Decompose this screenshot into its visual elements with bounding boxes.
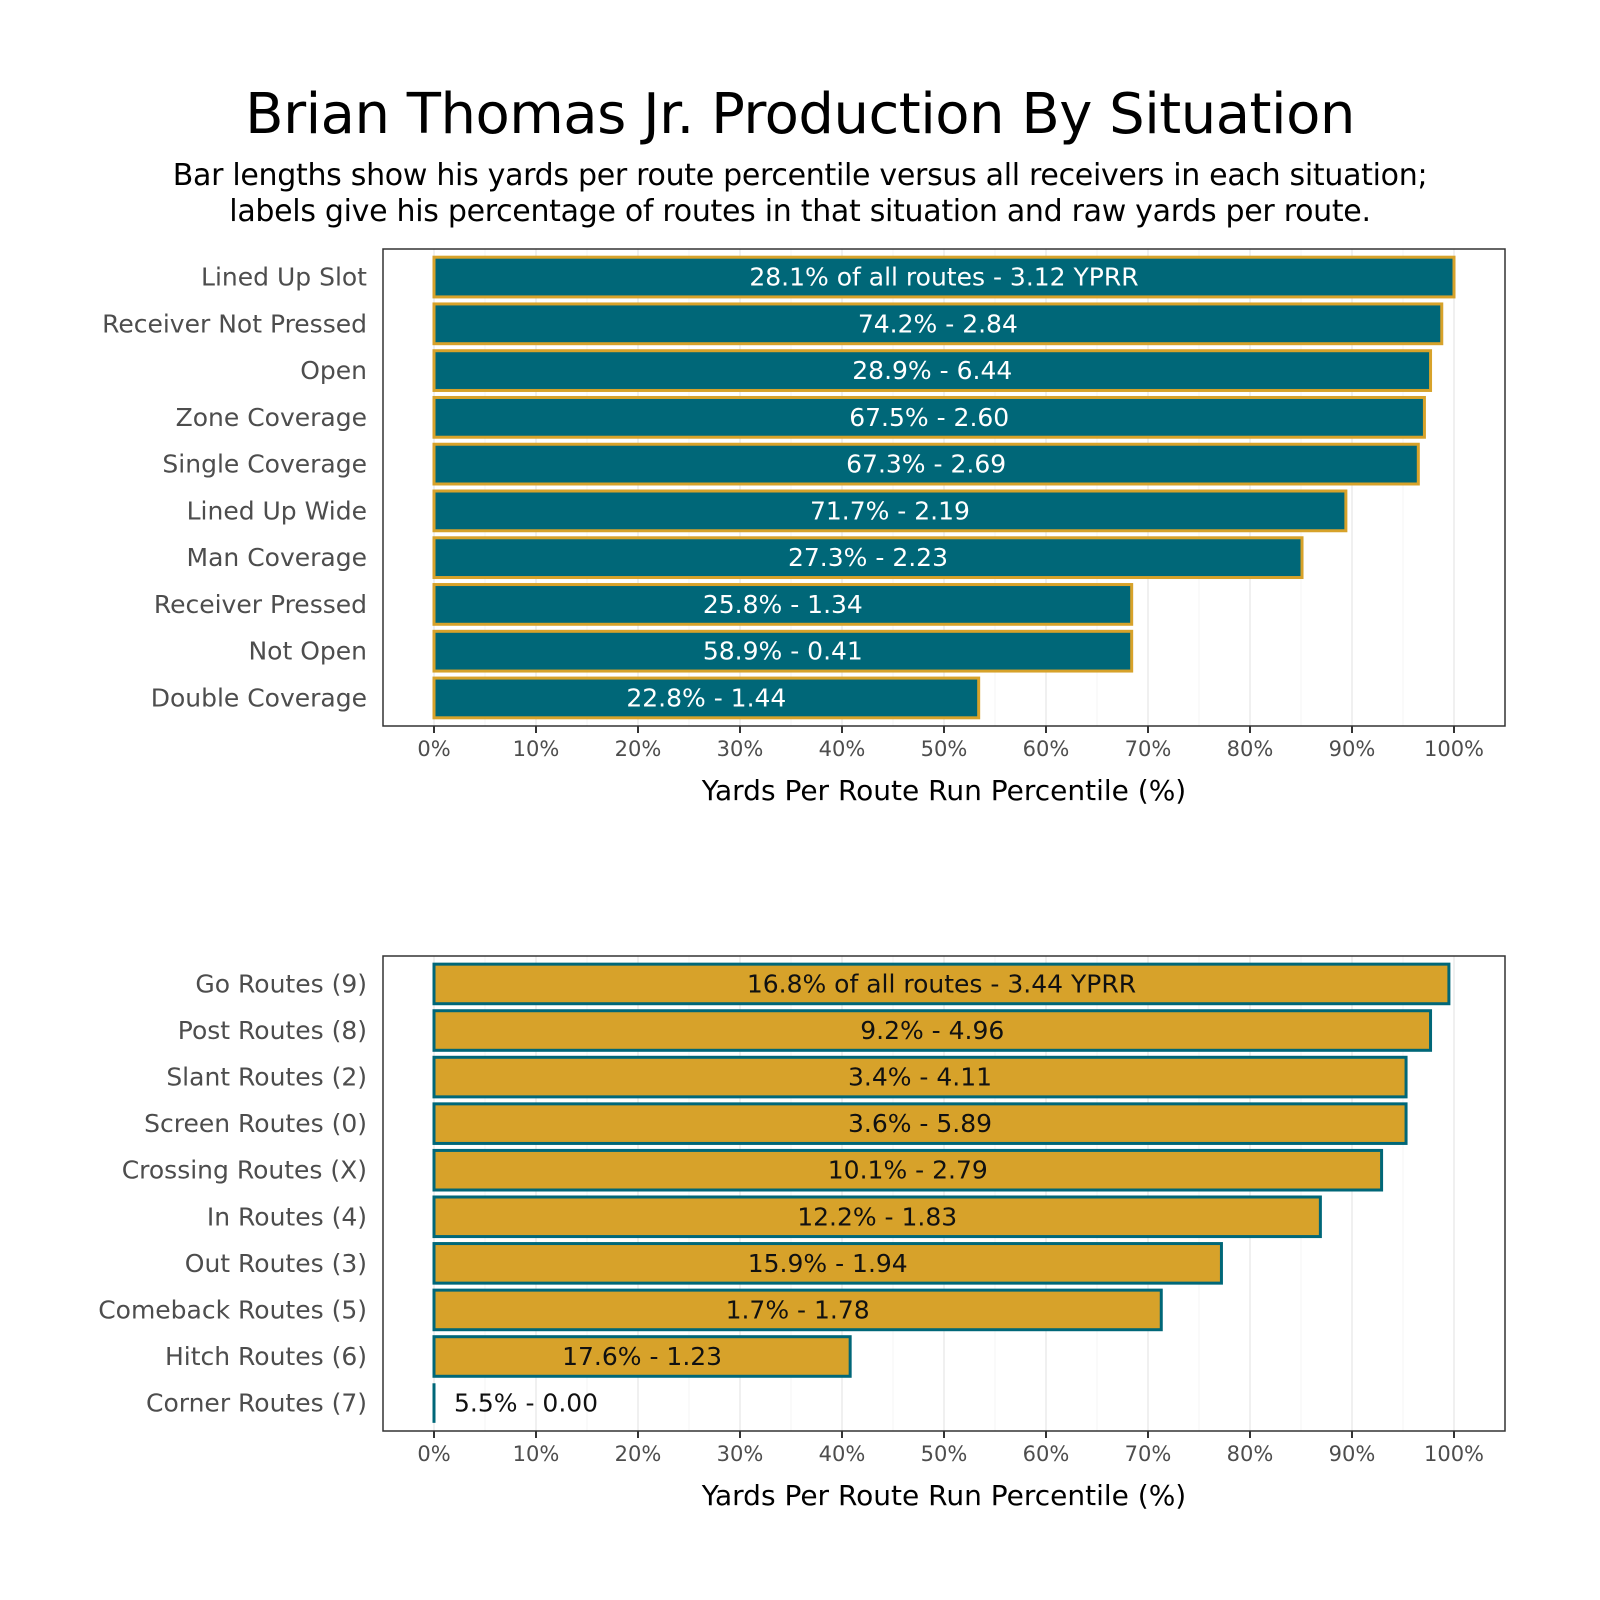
x-tick-label: 90% xyxy=(1329,737,1376,761)
bar xyxy=(432,349,1433,392)
y-axis-label: In Routes (4) xyxy=(207,1202,367,1231)
x-tick-label: 0% xyxy=(417,1442,450,1466)
bar xyxy=(432,1055,1408,1099)
y-axis-label: Screen Routes (0) xyxy=(144,1109,367,1138)
x-tick-label: 20% xyxy=(615,1442,662,1466)
y-axis-label: Receiver Not Pressed xyxy=(102,309,367,338)
bar-label: 28.1% of all routes - 3.12 YPRR xyxy=(749,263,1138,292)
y-axis-label: Crossing Routes (X) xyxy=(122,1156,367,1185)
x-tick-label: 30% xyxy=(717,1442,764,1466)
x-tick-label: 10% xyxy=(513,1442,560,1466)
bar xyxy=(432,676,981,720)
bar xyxy=(432,1195,1322,1239)
x-tick-label: 90% xyxy=(1329,1442,1376,1466)
bar xyxy=(432,302,1444,346)
y-axis-label: Corner Routes (7) xyxy=(146,1389,367,1418)
bar-label: 10.1% - 2.79 xyxy=(828,1156,988,1185)
x-axis-title: Yards Per Route Run Percentile (%) xyxy=(701,1479,1186,1512)
x-tick-label: 80% xyxy=(1227,1442,1274,1466)
x-tick-label: 0% xyxy=(417,737,450,761)
bar-label: 12.2% - 1.83 xyxy=(797,1202,957,1231)
x-tick-label: 50% xyxy=(921,1442,968,1466)
bar-label: 67.3% - 2.69 xyxy=(846,450,1006,479)
bar xyxy=(432,1242,1223,1285)
bar xyxy=(432,583,1134,626)
bar-label: 71.7% - 2.19 xyxy=(810,496,970,525)
x-tick-label: 100% xyxy=(1424,737,1484,761)
bar-label: 3.6% - 5.89 xyxy=(848,1109,992,1138)
bar-label: 3.4% - 4.11 xyxy=(848,1063,992,1092)
bar xyxy=(432,1009,1433,1052)
bar-label: 15.9% - 1.94 xyxy=(748,1249,908,1278)
x-tick-label: 50% xyxy=(921,737,968,761)
y-axis-label: Slant Routes (2) xyxy=(166,1063,367,1092)
bar-label: 16.8% of all routes - 3.44 YPRR xyxy=(747,969,1136,998)
bar xyxy=(432,255,1456,299)
bar-label: 28.9% - 6.44 xyxy=(852,356,1012,385)
x-tick-label: 10% xyxy=(513,737,560,761)
bar-label: 5.5% - 0.00 xyxy=(454,1389,598,1418)
bar-label: 17.6% - 1.23 xyxy=(562,1342,722,1371)
bar xyxy=(432,536,1304,580)
bar xyxy=(432,442,1420,486)
bar-label: 1.7% - 1.78 xyxy=(726,1295,870,1324)
bar-label: 74.2% - 2.84 xyxy=(858,309,1018,338)
chart-subtitle-line-2: labels give his percentage of routes in … xyxy=(229,194,1371,229)
y-axis-label: Lined Up Wide xyxy=(187,496,367,525)
bar xyxy=(432,962,1451,1006)
y-axis-label: Out Routes (3) xyxy=(185,1249,367,1278)
y-axis-label: Receiver Pressed xyxy=(154,590,367,619)
y-axis-label: Post Routes (8) xyxy=(178,1016,367,1045)
x-axis-title: Yards Per Route Run Percentile (%) xyxy=(701,774,1186,807)
x-tick-label: 70% xyxy=(1125,1442,1172,1466)
y-axis-label: Man Coverage xyxy=(187,543,367,572)
situation-chart-panel: Lined Up Slot 28.1% of all routes - 3.12 … xyxy=(102,248,1506,807)
x-tick-label: 40% xyxy=(819,1442,866,1466)
x-tick-label: 60% xyxy=(1023,737,1070,761)
bar xyxy=(432,1288,1163,1332)
y-axis-label: Lined Up Slot xyxy=(201,263,367,292)
bar xyxy=(432,395,1426,439)
bar xyxy=(432,1148,1384,1192)
bar xyxy=(432,1335,852,1378)
y-axis-label: Go Routes (9) xyxy=(195,969,367,998)
bar-label: 9.2% - 4.96 xyxy=(860,1016,1004,1045)
chart-subtitle-line-1: Bar lengths show his yards per route per… xyxy=(172,158,1428,193)
x-tick-label: 60% xyxy=(1023,1442,1070,1466)
bar xyxy=(432,629,1134,673)
chart-title: Brian Thomas Jr. Production By Situation xyxy=(245,82,1355,147)
x-tick-label: 100% xyxy=(1424,1442,1484,1466)
y-axis-label: Double Coverage xyxy=(151,683,367,712)
x-tick-label: 80% xyxy=(1227,737,1274,761)
x-tick-label: 40% xyxy=(819,737,866,761)
bar xyxy=(432,489,1348,533)
bar-label: 67.5% - 2.60 xyxy=(849,403,1009,432)
bar-label: 58.9% - 0.41 xyxy=(703,637,863,666)
y-axis-label: Zone Coverage xyxy=(176,403,367,432)
y-axis-label: Open xyxy=(300,356,367,385)
y-axis-label: Comeback Routes (5) xyxy=(98,1295,367,1324)
bar-label: 27.3% - 2.23 xyxy=(788,543,948,572)
bar-label: 22.8% - 1.44 xyxy=(626,683,786,712)
y-axis-label: Single Coverage xyxy=(162,450,367,479)
route-chart-panel: Go Routes (9) 16.8% of all routes - 3.44 … xyxy=(98,955,1506,1512)
y-axis-label: Not Open xyxy=(248,637,367,666)
x-tick-label: 20% xyxy=(615,737,662,761)
bar xyxy=(432,1102,1408,1145)
x-tick-label: 30% xyxy=(717,737,764,761)
bar-label: 25.8% - 1.34 xyxy=(703,590,863,619)
x-tick-label: 70% xyxy=(1125,737,1172,761)
y-axis-label: Hitch Routes (6) xyxy=(165,1342,367,1371)
